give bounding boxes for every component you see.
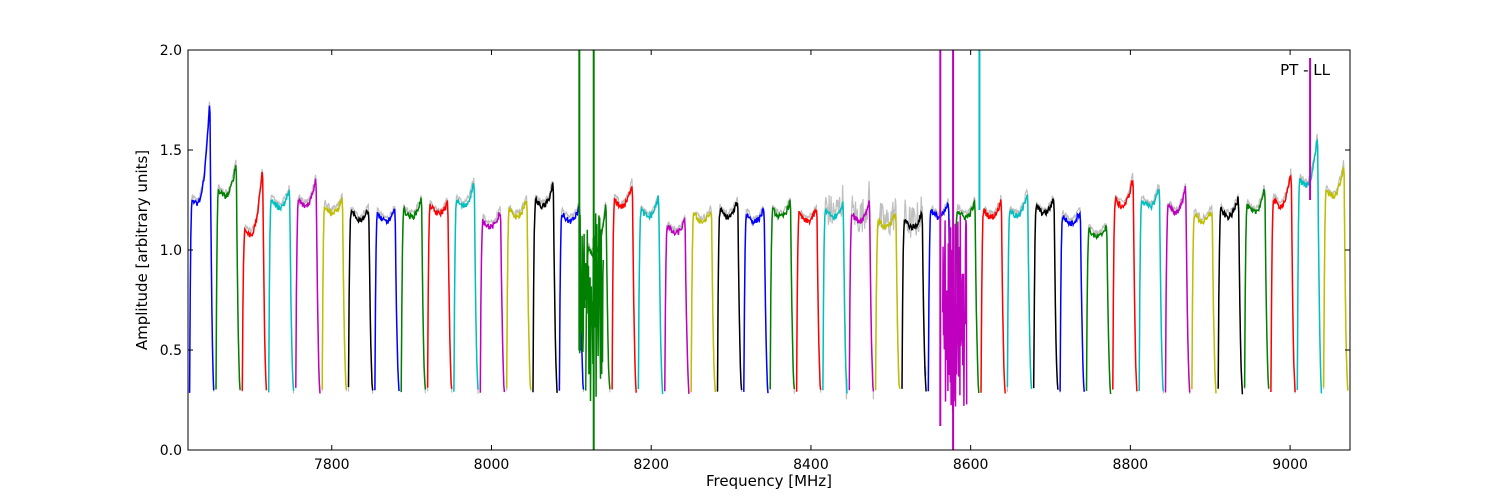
baseline-trace-25: [848, 181, 874, 400]
channel-trace-9: [426, 200, 453, 389]
y-tick-label: 1.0: [160, 243, 182, 259]
channel-trace-8: [400, 197, 427, 393]
channel-trace-36: [1138, 188, 1165, 392]
x-tick-label: 7800: [314, 457, 350, 473]
channel-trace-43: [1322, 166, 1349, 391]
channel-trace-0: [188, 105, 215, 393]
x-tick-label: 8800: [1113, 457, 1149, 473]
baseline-trace-10: [453, 177, 479, 394]
plot-frame: [187, 49, 1351, 451]
channel-trace-40: [1243, 188, 1270, 389]
channel-trace-35: [1112, 179, 1138, 392]
channel-trace-30: [980, 199, 1006, 394]
y-tick-label: 0.5: [160, 343, 182, 359]
channel-trace-17: [637, 195, 664, 395]
channel-trace-11: [479, 212, 506, 393]
channel-trace-38: [1191, 210, 1217, 394]
y-tick-label: 1.5: [160, 143, 182, 159]
channel-trace-31: [1006, 194, 1033, 389]
noise-region-1: [941, 215, 968, 412]
channel-trace-34: [1085, 224, 1112, 395]
y-tick-label: 2.0: [160, 43, 182, 59]
channel-trace-10: [453, 182, 479, 392]
channel-trace-29: [953, 198, 980, 394]
channel-trace-39: [1217, 196, 1244, 395]
channel-trace-22: [769, 198, 796, 390]
baseline-trace-16: [611, 178, 637, 389]
channel-trace-13: [532, 182, 558, 393]
x-tick-label: 8200: [633, 457, 669, 473]
baseline-trace-6: [347, 202, 374, 394]
x-axis-title: Frequency [MHz]: [706, 472, 832, 490]
x-tick-label: 8000: [474, 457, 510, 473]
baseline-trace-38: [1191, 204, 1217, 392]
baseline-trace-26: [875, 198, 901, 387]
channel-trace-26: [874, 213, 901, 391]
channel-trace-2: [241, 171, 268, 391]
channel-trace-19: [690, 211, 717, 393]
channel-trace-3: [267, 189, 295, 392]
channel-trace-18: [664, 216, 690, 394]
channel-trace-23: [795, 208, 822, 392]
channel-trace-37: [1164, 185, 1191, 393]
channel-trace-33: [1059, 210, 1085, 392]
channel-trace-21: [743, 206, 769, 394]
channel-trace-32: [1032, 198, 1059, 390]
channel-trace-7: [374, 208, 400, 392]
channel-trace-4: [295, 178, 321, 394]
baseline-trace-11: [479, 206, 505, 393]
x-tick-label: 9000: [1272, 457, 1308, 473]
y-tick-label: 0.0: [160, 443, 182, 459]
channel-trace-16: [611, 186, 637, 393]
baseline-trace-27: [901, 196, 927, 388]
channel-trace-6: [347, 209, 374, 391]
spectrum-traces: [188, 101, 1349, 412]
axis-ticks: 7800 8000 8200 8400 8600 8800 9000 0.0 0.5 1.0 1.5…: [160, 43, 1350, 473]
y-axis-title: Amplitude [arbitrary units]: [133, 150, 151, 350]
x-tick-label: 8400: [793, 457, 829, 473]
channel-trace-41: [1270, 174, 1296, 393]
channel-trace-12: [505, 200, 532, 390]
baseline-trace-36: [1138, 183, 1164, 394]
channel-trace-24: [822, 201, 848, 394]
panel-annotation: PT - LL: [1280, 61, 1331, 79]
channel-trace-5: [321, 197, 348, 390]
channel-trace-20: [716, 202, 743, 392]
channel-trace-27: [901, 209, 927, 392]
noise-region-0: [578, 213, 605, 402]
spike-lines: [578, 50, 1312, 450]
channel-trace-25: [848, 200, 875, 392]
channel-trace-1: [215, 165, 241, 390]
x-tick-label: 8600: [953, 457, 989, 473]
